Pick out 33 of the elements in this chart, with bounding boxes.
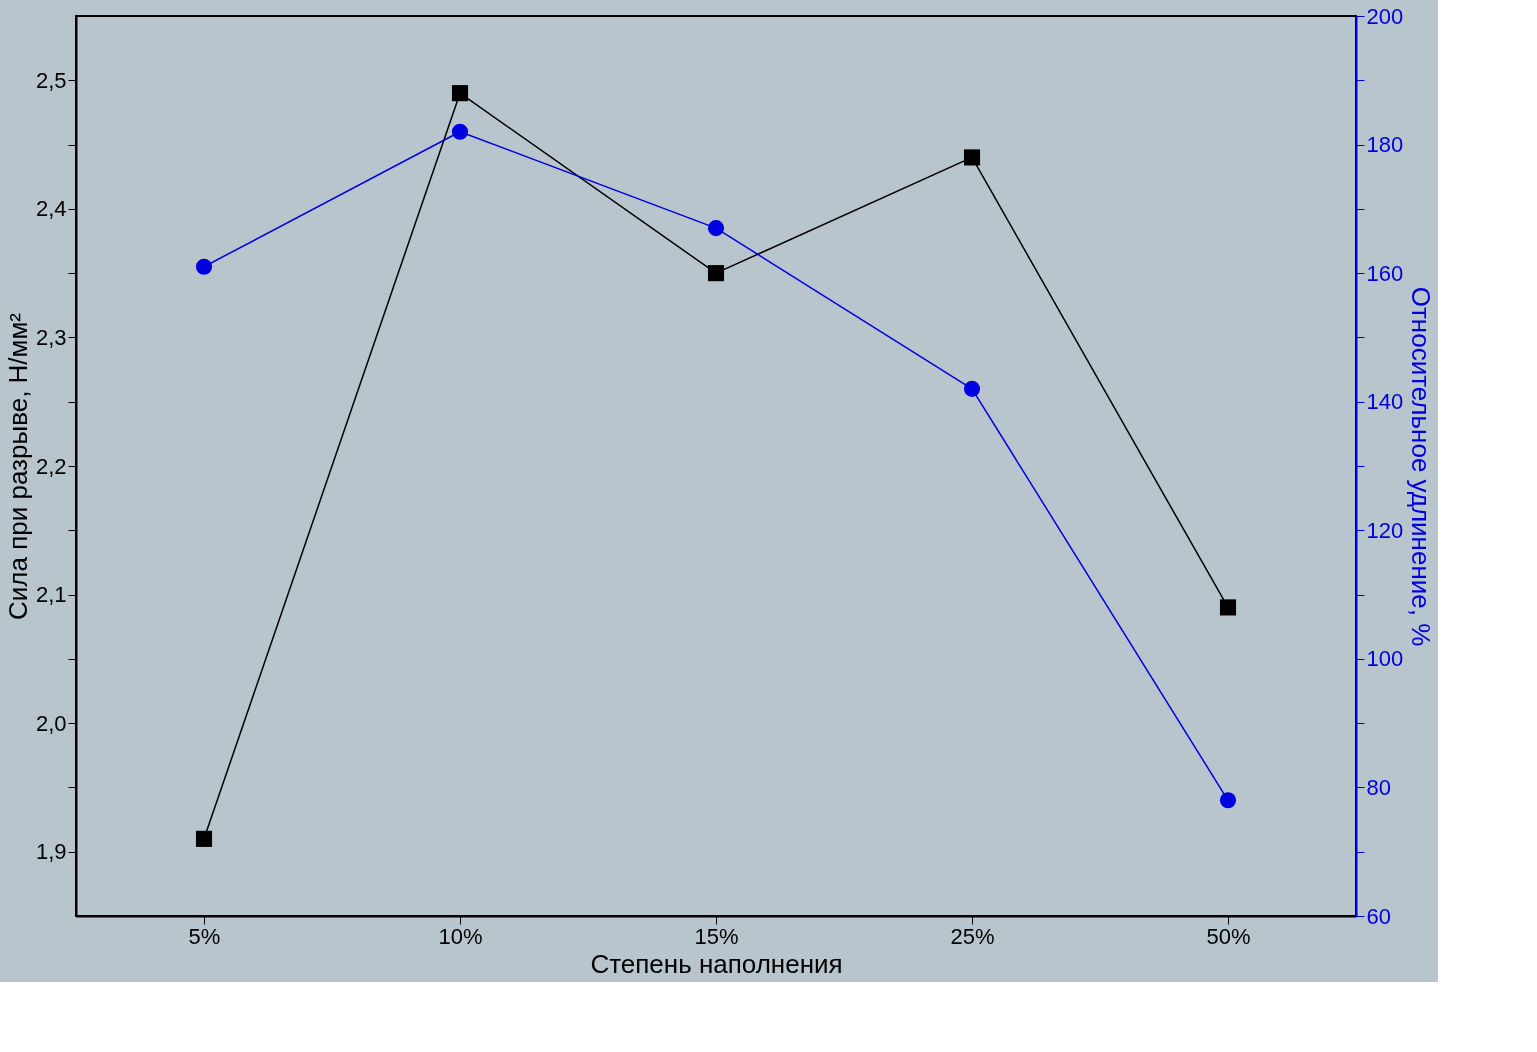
y2-axis-title: Относительное удлинение, % [1406,286,1437,647]
y2-tick-label: 140 [1366,389,1404,415]
x-tick-label: 15% [694,923,739,949]
point [963,149,981,166]
x-tick-label: 50% [1206,923,1251,949]
y2-tick-label: 180 [1366,132,1404,158]
x-tick-label: 25% [950,923,995,949]
point [707,220,725,237]
y-tick-label: 2,1 [35,582,67,608]
x-tick-label: 10% [438,923,483,949]
x-tick-label: 5% [188,923,221,949]
y2-tick-label: 60 [1366,903,1391,929]
point [451,85,469,102]
point [707,265,725,282]
y-tick-label: 2,0 [35,710,67,736]
y2-tick-label: 200 [1366,3,1404,29]
point [451,123,469,140]
y-tick-label: 1,9 [35,839,67,865]
y-tick-label: 2,2 [35,453,67,479]
y-tick-label: 2,3 [35,324,67,350]
y-tick-label: 2,4 [35,196,67,222]
point [1219,792,1237,809]
point [1219,599,1237,616]
y2-tick-label: 100 [1366,646,1404,672]
y-tick-label: 2,5 [35,67,67,93]
point [195,258,213,275]
y2-tick-label: 120 [1366,517,1404,543]
point [963,380,981,397]
y-axis-title: Сила при разрыве, Н/мм² [2,312,33,620]
point [195,830,213,847]
y2-tick-label: 80 [1366,774,1391,800]
x-axis-title: Степень наполнения [590,948,843,979]
y2-tick-label: 160 [1366,260,1404,286]
